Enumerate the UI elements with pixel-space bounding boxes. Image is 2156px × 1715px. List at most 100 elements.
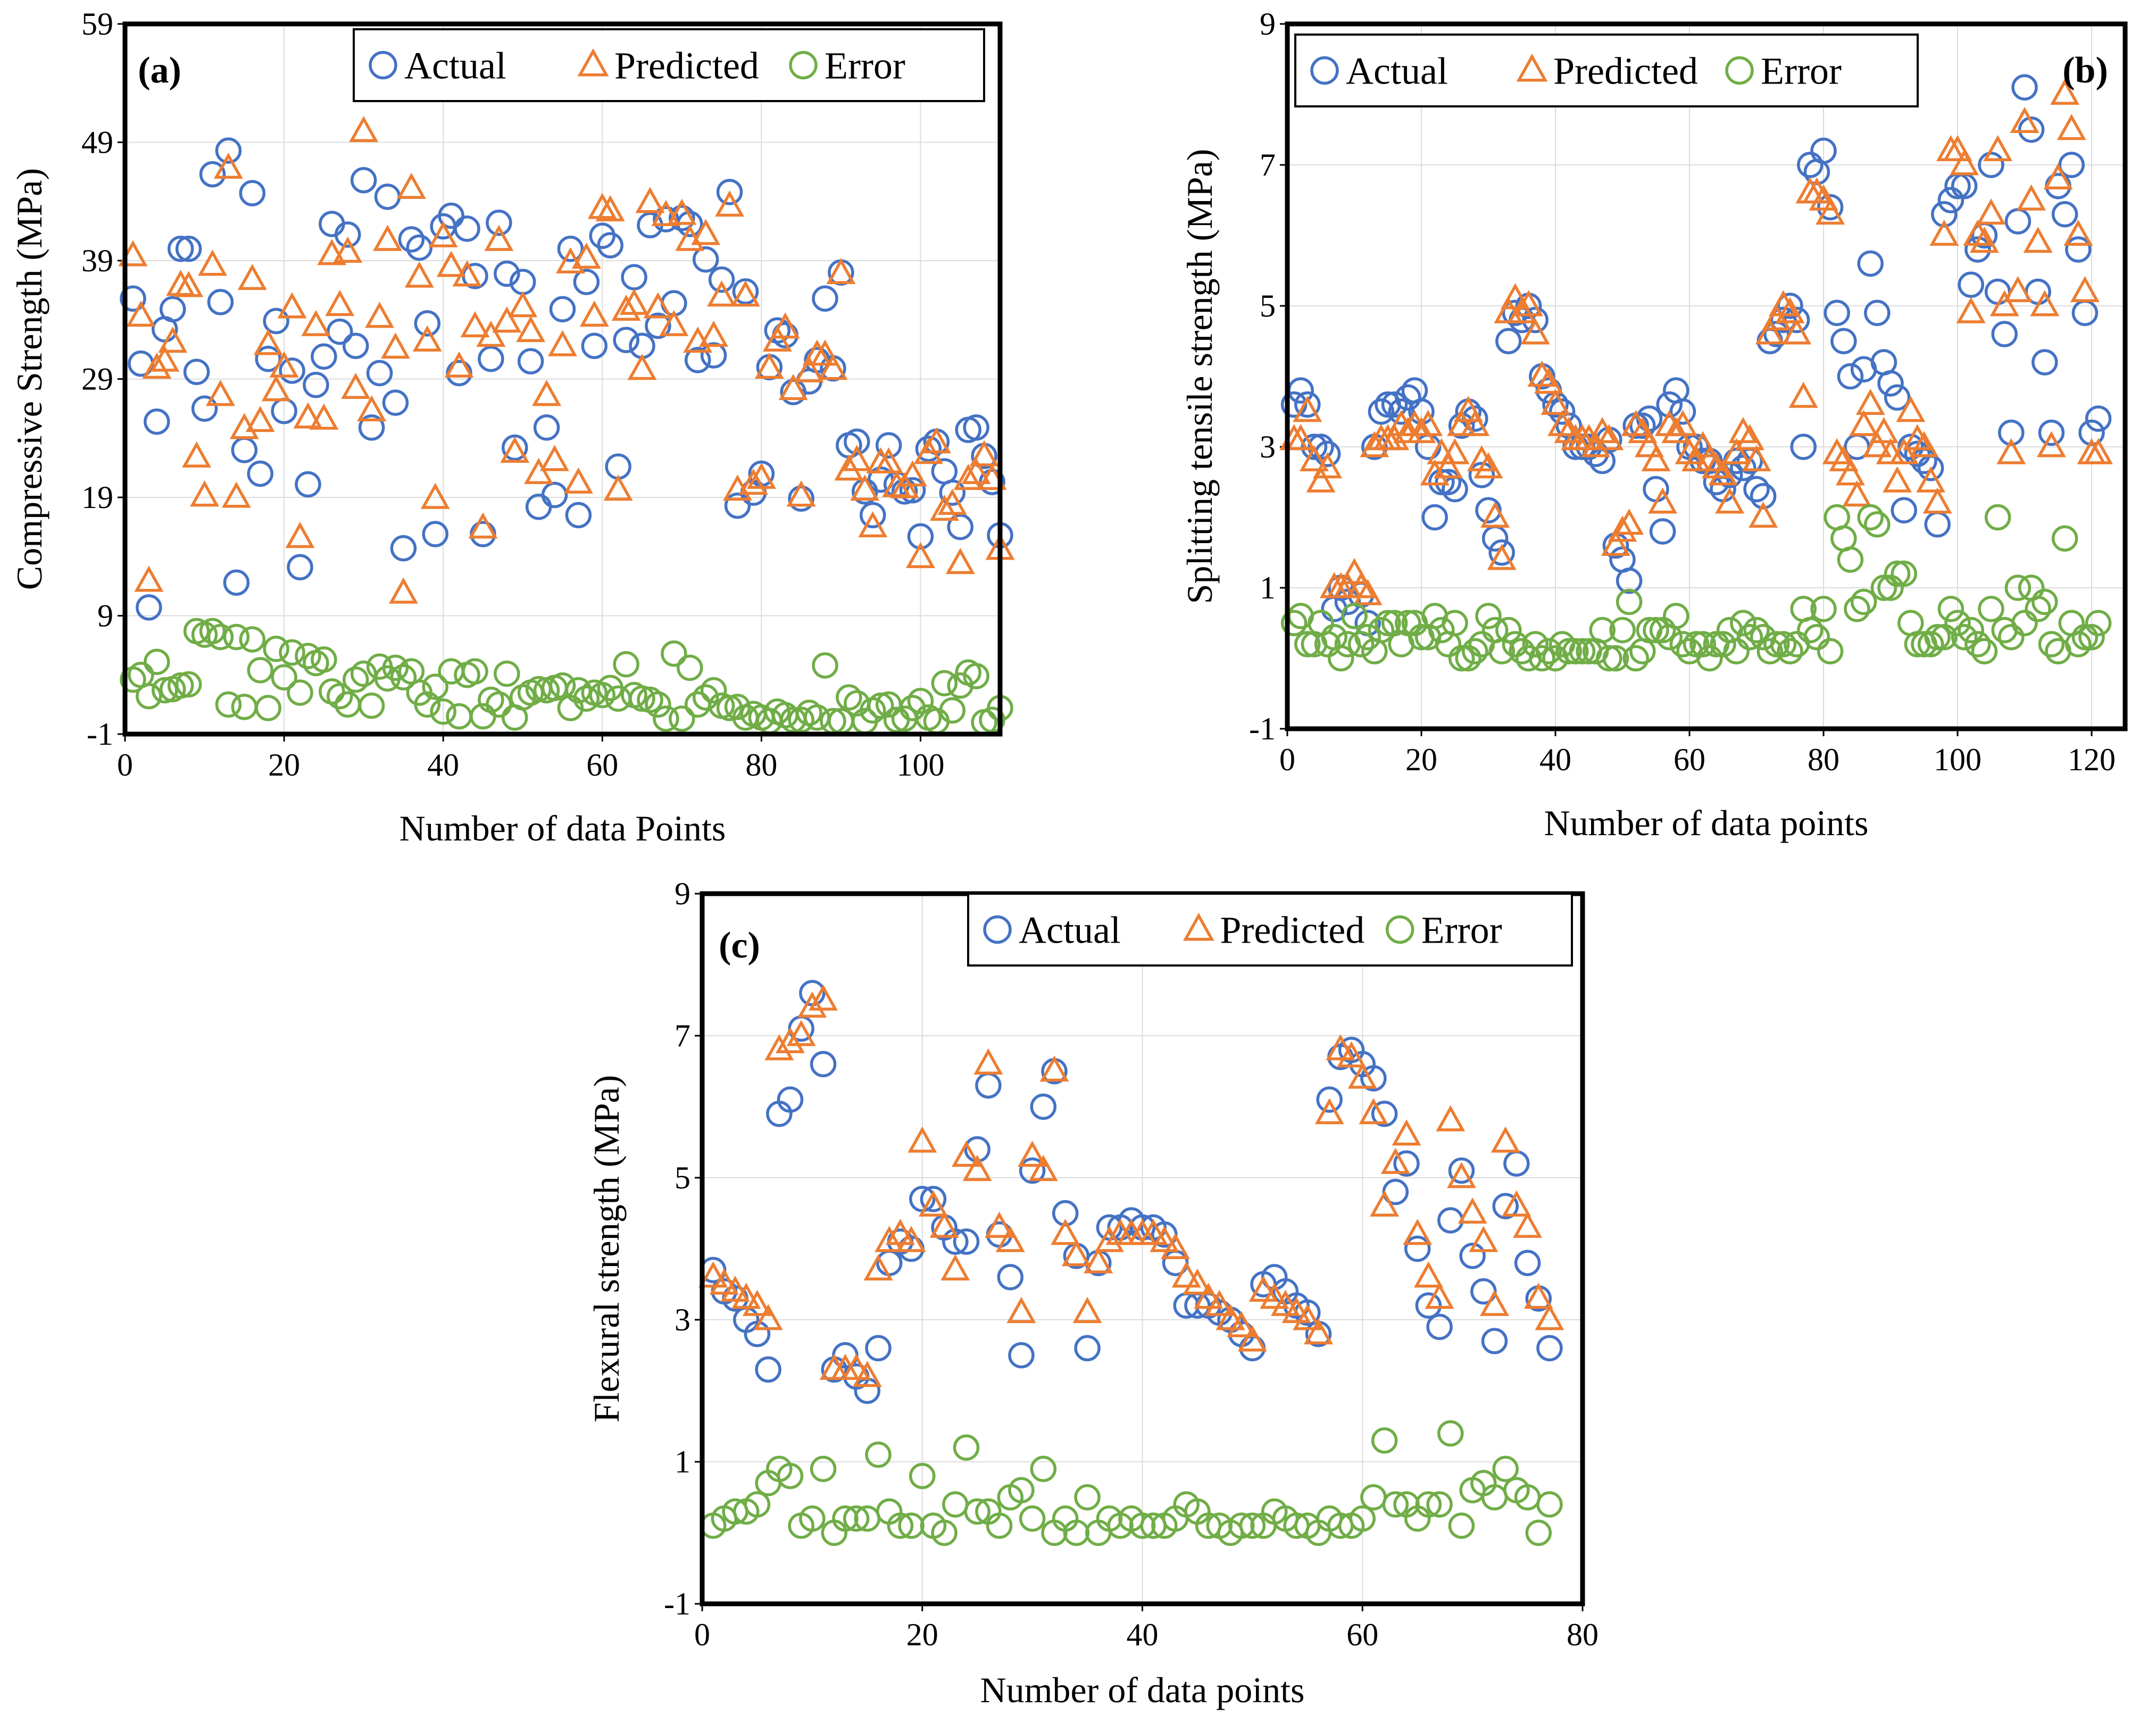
predicted-point [810, 339, 840, 366]
error-point [1360, 1484, 1387, 1511]
predicted-point [428, 221, 458, 248]
panel-label: (b) [2062, 50, 2108, 91]
error-point [1984, 504, 2011, 531]
legend-marker-predicted [1516, 53, 1548, 82]
predicted-point [476, 320, 506, 347]
actual-point [1381, 391, 1408, 418]
predicted-point [1668, 410, 1697, 436]
actual-point [621, 264, 647, 290]
actual-point [2051, 201, 2078, 228]
error-point [223, 623, 250, 651]
actual-point [414, 310, 441, 337]
error-point [1341, 603, 1368, 629]
actual-point [350, 166, 377, 194]
actual-point [454, 215, 480, 242]
predicted-point [595, 195, 625, 222]
predicted-point [858, 511, 888, 538]
predicted-point [1500, 283, 1530, 310]
actual-point [1616, 568, 1643, 594]
error-point [1710, 631, 1736, 657]
y-tick-label: -1 [87, 717, 113, 752]
plot-frame [1285, 21, 2128, 731]
predicted-point [715, 190, 745, 217]
actual-point [1797, 152, 1824, 178]
predicted-point [444, 351, 474, 378]
actual-point [1492, 1193, 1519, 1220]
error-point [1535, 638, 1562, 664]
actual-point [700, 342, 727, 369]
predicted-point [937, 488, 967, 515]
error-point [382, 654, 409, 681]
actual-point [589, 222, 616, 249]
error-point [271, 664, 297, 690]
predicted-point [643, 292, 673, 319]
error-point [1810, 596, 1837, 622]
predicted-point [1849, 410, 1879, 436]
predicted-point [635, 187, 665, 213]
actual-point [1857, 250, 1884, 277]
predicted-point [1735, 424, 1764, 451]
error-point [931, 1519, 958, 1546]
x-axis-label: Number of data points [1544, 803, 1869, 843]
error-point [1951, 624, 1978, 651]
predicted-point [1835, 459, 1865, 486]
error-point [1944, 610, 1971, 636]
predicted-point [1513, 1211, 1543, 1238]
predicted-point [973, 1048, 1003, 1075]
error-point [1555, 638, 1582, 664]
error-point [342, 666, 369, 693]
actual-point [2065, 236, 2092, 263]
predicted-point [1039, 1055, 1069, 1082]
actual-point [183, 359, 210, 385]
error-point [311, 646, 337, 673]
actual-point [565, 502, 592, 529]
actual-point [2038, 419, 2065, 446]
predicted-point [158, 326, 188, 353]
error-point [804, 704, 830, 731]
x-tick-label: 80 [1808, 742, 1839, 777]
predicted-point [1051, 1219, 1080, 1245]
legend-marker-error [1725, 56, 1754, 85]
actual-point [263, 307, 289, 335]
actual-point [295, 471, 321, 498]
predicted-point [1535, 1304, 1564, 1330]
error-point [1525, 1519, 1552, 1546]
predicted-point [134, 565, 164, 592]
actual-point [1629, 412, 1656, 439]
error-point [1757, 638, 1783, 664]
predicted-point [1869, 417, 1899, 444]
actual-point [732, 278, 759, 305]
actual-point [1393, 1150, 1420, 1177]
predicted-point [333, 236, 363, 263]
predicted-point [126, 300, 156, 327]
actual-point [1730, 455, 1757, 481]
predicted-point [905, 542, 935, 569]
actual-point [645, 312, 671, 339]
panel-label: (a) [138, 50, 181, 91]
predicted-point [1943, 135, 1972, 162]
predicted-point [1929, 219, 1959, 246]
y-tick-label: -1 [1249, 711, 1276, 746]
actual-point [1426, 1313, 1453, 1341]
actual-point [1459, 1243, 1486, 1269]
error-point [1562, 638, 1589, 664]
error-point [1857, 504, 1884, 531]
predicted-point [1347, 1062, 1377, 1089]
error-point [1891, 560, 1917, 587]
error-point [812, 652, 838, 679]
actual-point [1316, 1086, 1343, 1113]
predicted-point [1788, 381, 1818, 408]
predicted-point [1909, 431, 1939, 457]
actual-point [1770, 306, 1797, 334]
predicted-point [1314, 1098, 1344, 1125]
actual-point [327, 318, 353, 345]
error-point [1770, 631, 1797, 657]
predicted-point [420, 482, 450, 509]
actual-point [865, 1335, 892, 1362]
actual-point [1074, 1335, 1101, 1362]
error-point [1536, 1491, 1563, 1518]
predicted-point [929, 1211, 959, 1238]
x-tick-label: 20 [268, 747, 300, 782]
predicted-point [1648, 487, 1678, 514]
